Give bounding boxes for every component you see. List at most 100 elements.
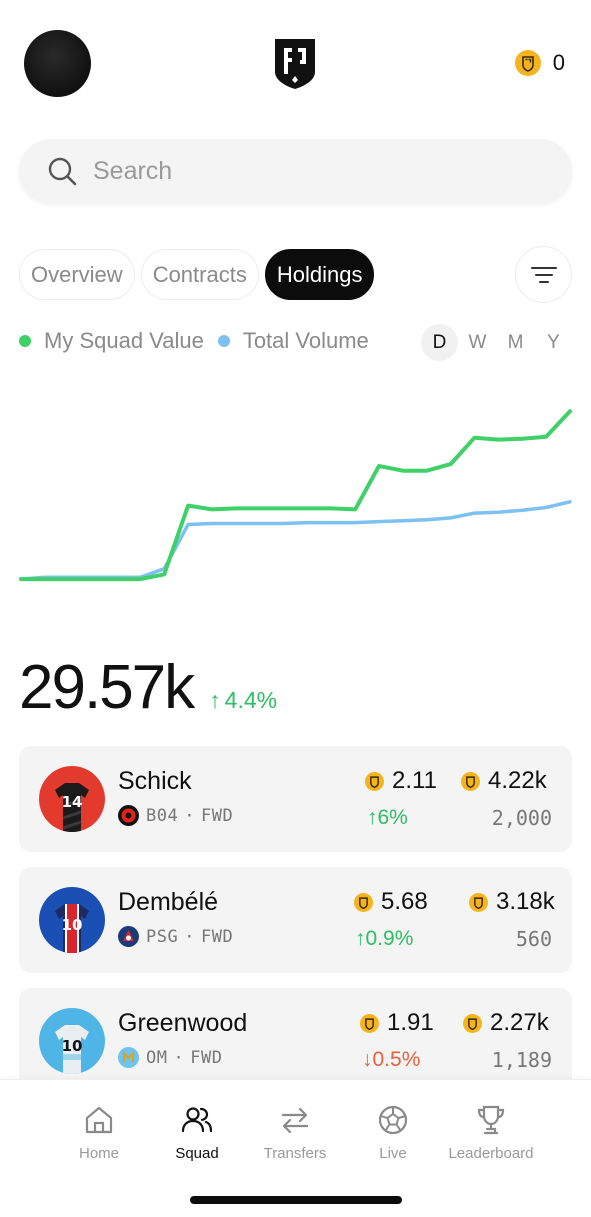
segment-tabs: Overview Contracts Holdings <box>19 249 375 300</box>
quantity: 2,000 <box>491 806 552 830</box>
shirt-number: 14 <box>62 793 83 811</box>
legend-label: Total Volume <box>242 328 369 353</box>
player-price: 1.91 <box>360 1009 434 1037</box>
header: 0 <box>0 0 591 125</box>
coin-icon <box>365 771 384 791</box>
club-code: B04 <box>146 805 179 826</box>
time-range-selector: D W M Y <box>421 324 573 361</box>
home-indicator[interactable] <box>190 1196 402 1204</box>
club-code: OM <box>146 1047 168 1068</box>
player-shirt-icon: 10 <box>39 887 105 953</box>
holding-card[interactable]: 10 Greenwood OM · FWD 1.91 2.27k ↓ 0.5% … <box>19 988 572 1094</box>
range-week[interactable]: W <box>468 331 487 353</box>
legend-item-total-volume[interactable]: Total Volume <box>217 328 369 354</box>
price-change: ↓ 0.5% <box>362 1048 420 1072</box>
player-name: Dembélé <box>118 888 219 916</box>
club-badge-icon <box>118 805 139 826</box>
nav-label: Home <box>78 1145 119 1162</box>
nav-squad[interactable]: Squad <box>142 1103 252 1162</box>
tab-overview[interactable]: Overview <box>19 249 135 300</box>
nav-label: Transfers <box>263 1145 327 1162</box>
value-amount: 2.27k <box>490 1009 549 1036</box>
player-position: FWD <box>200 805 234 826</box>
bottom-nav: Home Squad Transfers Live Leaderboar <box>0 1079 591 1217</box>
price-value: 1.91 <box>387 1009 434 1036</box>
price-value: 2.11 <box>392 767 437 794</box>
quantity: 560 <box>515 927 552 951</box>
range-month[interactable]: M <box>507 331 524 353</box>
total-change-value: 4.4% <box>224 687 278 713</box>
player-shirt-icon: 10 <box>39 1008 105 1074</box>
coin-icon <box>461 771 480 791</box>
user-avatar[interactable] <box>24 30 91 97</box>
nav-label: Live <box>379 1145 407 1162</box>
player-price: 5.68 <box>354 888 428 916</box>
holding-value: 3.18k <box>469 888 555 916</box>
tab-holdings[interactable]: Holdings <box>264 249 375 300</box>
series-line-total-volume <box>19 500 572 581</box>
nav-leaderboard[interactable]: Leaderboard <box>436 1103 546 1162</box>
coin-icon <box>514 50 541 76</box>
player-name: Schick <box>118 767 192 795</box>
chart-legend: My Squad Value Total Volume <box>19 328 383 354</box>
nav-label: Squad <box>175 1145 219 1162</box>
app-logo-icon <box>275 39 315 89</box>
legend-item-squad-value[interactable]: My Squad Value <box>19 328 204 354</box>
shirt-number: 10 <box>62 1037 83 1055</box>
range-year[interactable]: Y <box>547 331 560 353</box>
player-meta: B04 · FWD <box>118 805 233 826</box>
price-change-value: 0.9% <box>365 927 414 950</box>
search-icon <box>48 157 77 186</box>
tab-contracts[interactable]: Contracts <box>140 249 259 300</box>
coin-balance[interactable]: 0 <box>514 50 565 76</box>
price-change: ↑ 0.9% <box>355 927 413 951</box>
club-code: PSG <box>146 926 179 947</box>
club-badge-icon <box>118 1047 139 1068</box>
coin-icon <box>354 892 373 912</box>
player-position: FWD <box>200 926 234 947</box>
nav-label: Leaderboard <box>448 1145 534 1162</box>
home-icon <box>85 1106 113 1134</box>
nav-live[interactable]: Live <box>338 1103 448 1162</box>
holding-card[interactable]: 14 Schick B04 · FWD 2.11 4.22k ↑ 6% 2,00… <box>19 746 572 852</box>
arrow-up-icon: ↑ <box>367 806 378 829</box>
price-value: 5.68 <box>381 888 428 915</box>
price-change-value: 6% <box>377 806 408 829</box>
series-line-squad-value <box>19 409 572 582</box>
player-meta: PSG · FWD <box>118 926 233 947</box>
player-position: FWD <box>190 1047 223 1068</box>
arrow-down-icon: ↓ <box>362 1048 373 1071</box>
value-amount: 4.22k <box>488 767 547 794</box>
arrow-up-icon: ↑ <box>355 927 366 950</box>
holding-value: 2.27k <box>463 1009 549 1037</box>
player-price: 2.11 <box>365 767 437 795</box>
shirt-number: 10 <box>62 916 83 934</box>
filter-icon <box>530 266 557 283</box>
value-amount: 3.18k <box>496 888 555 915</box>
nav-transfers[interactable]: Transfers <box>240 1103 350 1162</box>
price-change: ↑ 6% <box>367 806 408 830</box>
holding-value: 4.22k <box>461 767 547 795</box>
ball-icon <box>378 1105 408 1135</box>
nav-home[interactable]: Home <box>44 1103 154 1162</box>
search-bar[interactable] <box>19 139 572 203</box>
coin-icon <box>469 892 488 912</box>
player-name: Greenwood <box>118 1009 248 1037</box>
legend-dot <box>217 335 230 347</box>
value-chart[interactable] <box>19 390 572 610</box>
holding-card[interactable]: 10 Dembélé PSG · FWD 5.68 3.18k ↑ 0.9% 5… <box>19 867 572 973</box>
player-meta: OM · FWD <box>118 1047 222 1068</box>
filter-button[interactable] <box>515 246 572 303</box>
balance-value: 0 <box>552 50 565 75</box>
player-shirt-icon: 14 <box>39 766 105 832</box>
squad-icon <box>181 1107 213 1133</box>
total-value: 29.57k <box>19 653 195 722</box>
quantity: 1,189 <box>491 1048 552 1072</box>
price-change-value: 0.5% <box>372 1048 421 1071</box>
trophy-icon <box>477 1105 505 1135</box>
legend-label: My Squad Value <box>44 328 204 353</box>
range-day[interactable]: D <box>421 324 458 361</box>
arrow-up-icon: ↑ <box>209 687 221 713</box>
search-input[interactable] <box>93 156 513 186</box>
total-change: ↑ 4.4% <box>209 687 277 714</box>
